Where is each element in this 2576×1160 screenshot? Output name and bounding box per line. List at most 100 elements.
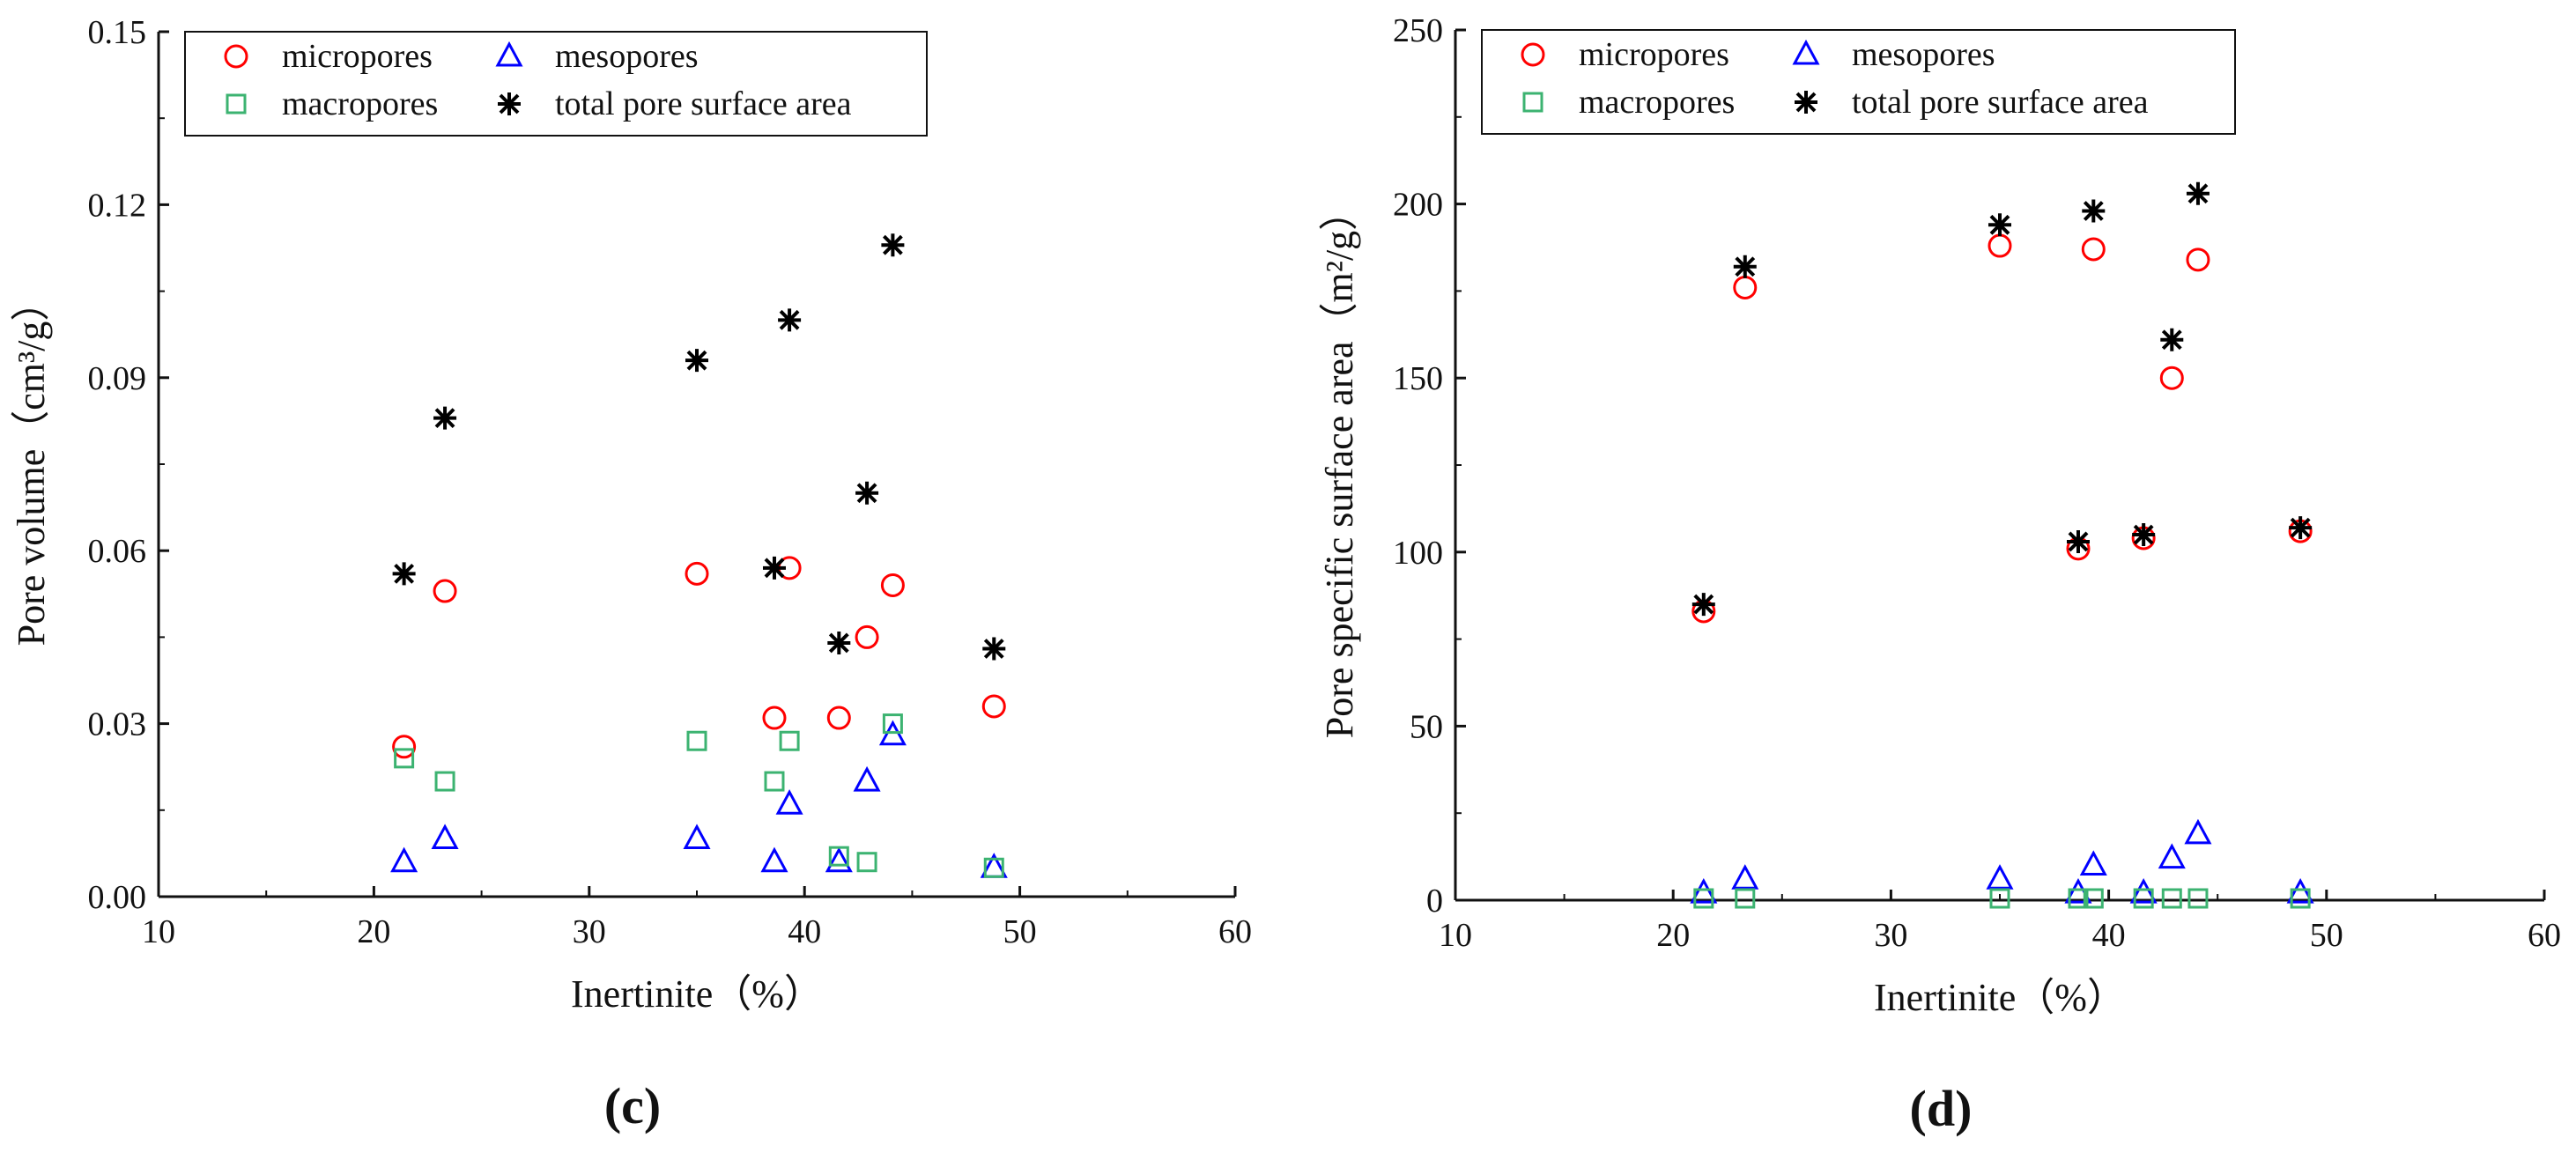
data-point [1988, 213, 2011, 237]
data-point [1735, 888, 1756, 909]
data-point [683, 824, 711, 850]
legend-marker [498, 92, 521, 115]
y-tick-label: 0 [1426, 883, 1443, 920]
data-point [826, 706, 851, 730]
series-total-pore-surface-area [392, 233, 1006, 661]
legend-marker [224, 44, 248, 69]
data-point [2187, 888, 2209, 909]
data-point [390, 846, 418, 873]
data-point [2158, 843, 2186, 869]
legend-box [184, 31, 928, 137]
legend-label: mesopores [555, 38, 699, 75]
data-point [2286, 877, 2314, 904]
y-tick-label: 250 [1393, 12, 1443, 49]
legend-marker [1792, 39, 1820, 65]
legend-marker [1521, 42, 1545, 67]
data-point [853, 765, 881, 792]
legend-label: total pore surface area [1852, 84, 2149, 121]
legend-marker [226, 93, 247, 115]
data-point [2184, 818, 2212, 845]
x-tick-label: 50 [1003, 913, 1037, 950]
data-point [760, 846, 788, 873]
x-tick-label: 30 [573, 913, 606, 950]
data-point [855, 481, 879, 505]
x-axis-label: Inertinite（%） [1874, 976, 2126, 1019]
data-point [2081, 237, 2106, 262]
data-point [685, 561, 709, 586]
x-tick-label: 40 [788, 913, 821, 950]
legend: micropores mesopores macropores total pore … [1481, 29, 2236, 135]
series-micropores [392, 556, 1006, 759]
data-point [392, 735, 417, 759]
data-point [1690, 877, 1718, 904]
data-point [983, 857, 1004, 878]
data-point [1986, 864, 2014, 890]
data-point [685, 349, 708, 373]
y-axis-label: Pore specific surface area（m²/g） [1318, 192, 1361, 738]
y-tick-label: 0.00 [88, 879, 147, 916]
data-point [1693, 888, 1714, 909]
data-point [2159, 366, 2184, 390]
y-tick-label: 0.09 [88, 360, 147, 397]
series-mesopores [1690, 818, 2314, 904]
x-tick-label: 10 [142, 913, 175, 950]
legend-label: macropores [282, 85, 438, 122]
data-point [881, 233, 905, 257]
x-tick-label: 60 [2528, 917, 2561, 954]
data-point [433, 406, 457, 430]
y-tick-label: 200 [1393, 187, 1443, 224]
data-point [775, 789, 803, 815]
x-tick-label: 20 [357, 913, 390, 950]
y-axis-label: Pore volume（cm³/g） [10, 283, 53, 646]
data-point [827, 631, 851, 654]
panel-label: (c) [604, 1077, 661, 1134]
data-point [2079, 850, 2107, 876]
y-tick-label: 150 [1393, 360, 1443, 397]
x-tick-label: 50 [2310, 917, 2343, 954]
chart-d: 10 20 30 40 50 60 0 50 100 150 200 250 Inertinite（%）… [1318, 12, 2561, 1137]
data-point [1731, 864, 1759, 890]
series-total-pore-surface-area [1691, 181, 2313, 617]
data-point [394, 748, 415, 769]
legend-label: total pore surface area [555, 85, 852, 122]
data-point [2129, 877, 2158, 904]
data-point [2160, 328, 2184, 351]
series-macropores [1693, 888, 2311, 909]
data-point [686, 730, 707, 751]
data-point [779, 730, 800, 751]
y-tick-label: 0.15 [88, 14, 147, 51]
series-mesopores [390, 720, 1008, 878]
data-point [880, 573, 905, 597]
y-tick-label: 100 [1393, 535, 1443, 572]
data-point [856, 852, 877, 873]
data-point [2289, 516, 2313, 540]
data-point [2068, 888, 2089, 909]
panel-label: (d) [1910, 1080, 1973, 1137]
data-point [2083, 888, 2104, 909]
data-point [882, 713, 903, 735]
data-point [855, 624, 879, 649]
y-tick-label: 0.12 [88, 187, 147, 224]
x-tick-label: 20 [1656, 917, 1690, 954]
x-tick-label: 60 [1218, 913, 1252, 950]
data-point [778, 308, 802, 332]
data-point [828, 846, 849, 867]
x-tick-label: 10 [1439, 917, 1472, 954]
data-point [762, 556, 786, 580]
legend-marker [1522, 92, 1543, 113]
x-axis-label: Inertinite（%） [571, 972, 823, 1016]
data-point [825, 846, 853, 873]
y-tick-label: 50 [1410, 708, 1443, 745]
legend-box [1481, 29, 2236, 135]
data-point [1989, 888, 2010, 909]
data-point [981, 694, 1006, 719]
legend-marker [1795, 91, 1817, 114]
data-point [2186, 248, 2210, 272]
data-point [1988, 233, 2012, 258]
data-point [2066, 529, 2090, 553]
data-point [2161, 888, 2182, 909]
data-point [2133, 888, 2154, 909]
legend-marker [495, 41, 523, 67]
data-point [1691, 593, 1715, 617]
